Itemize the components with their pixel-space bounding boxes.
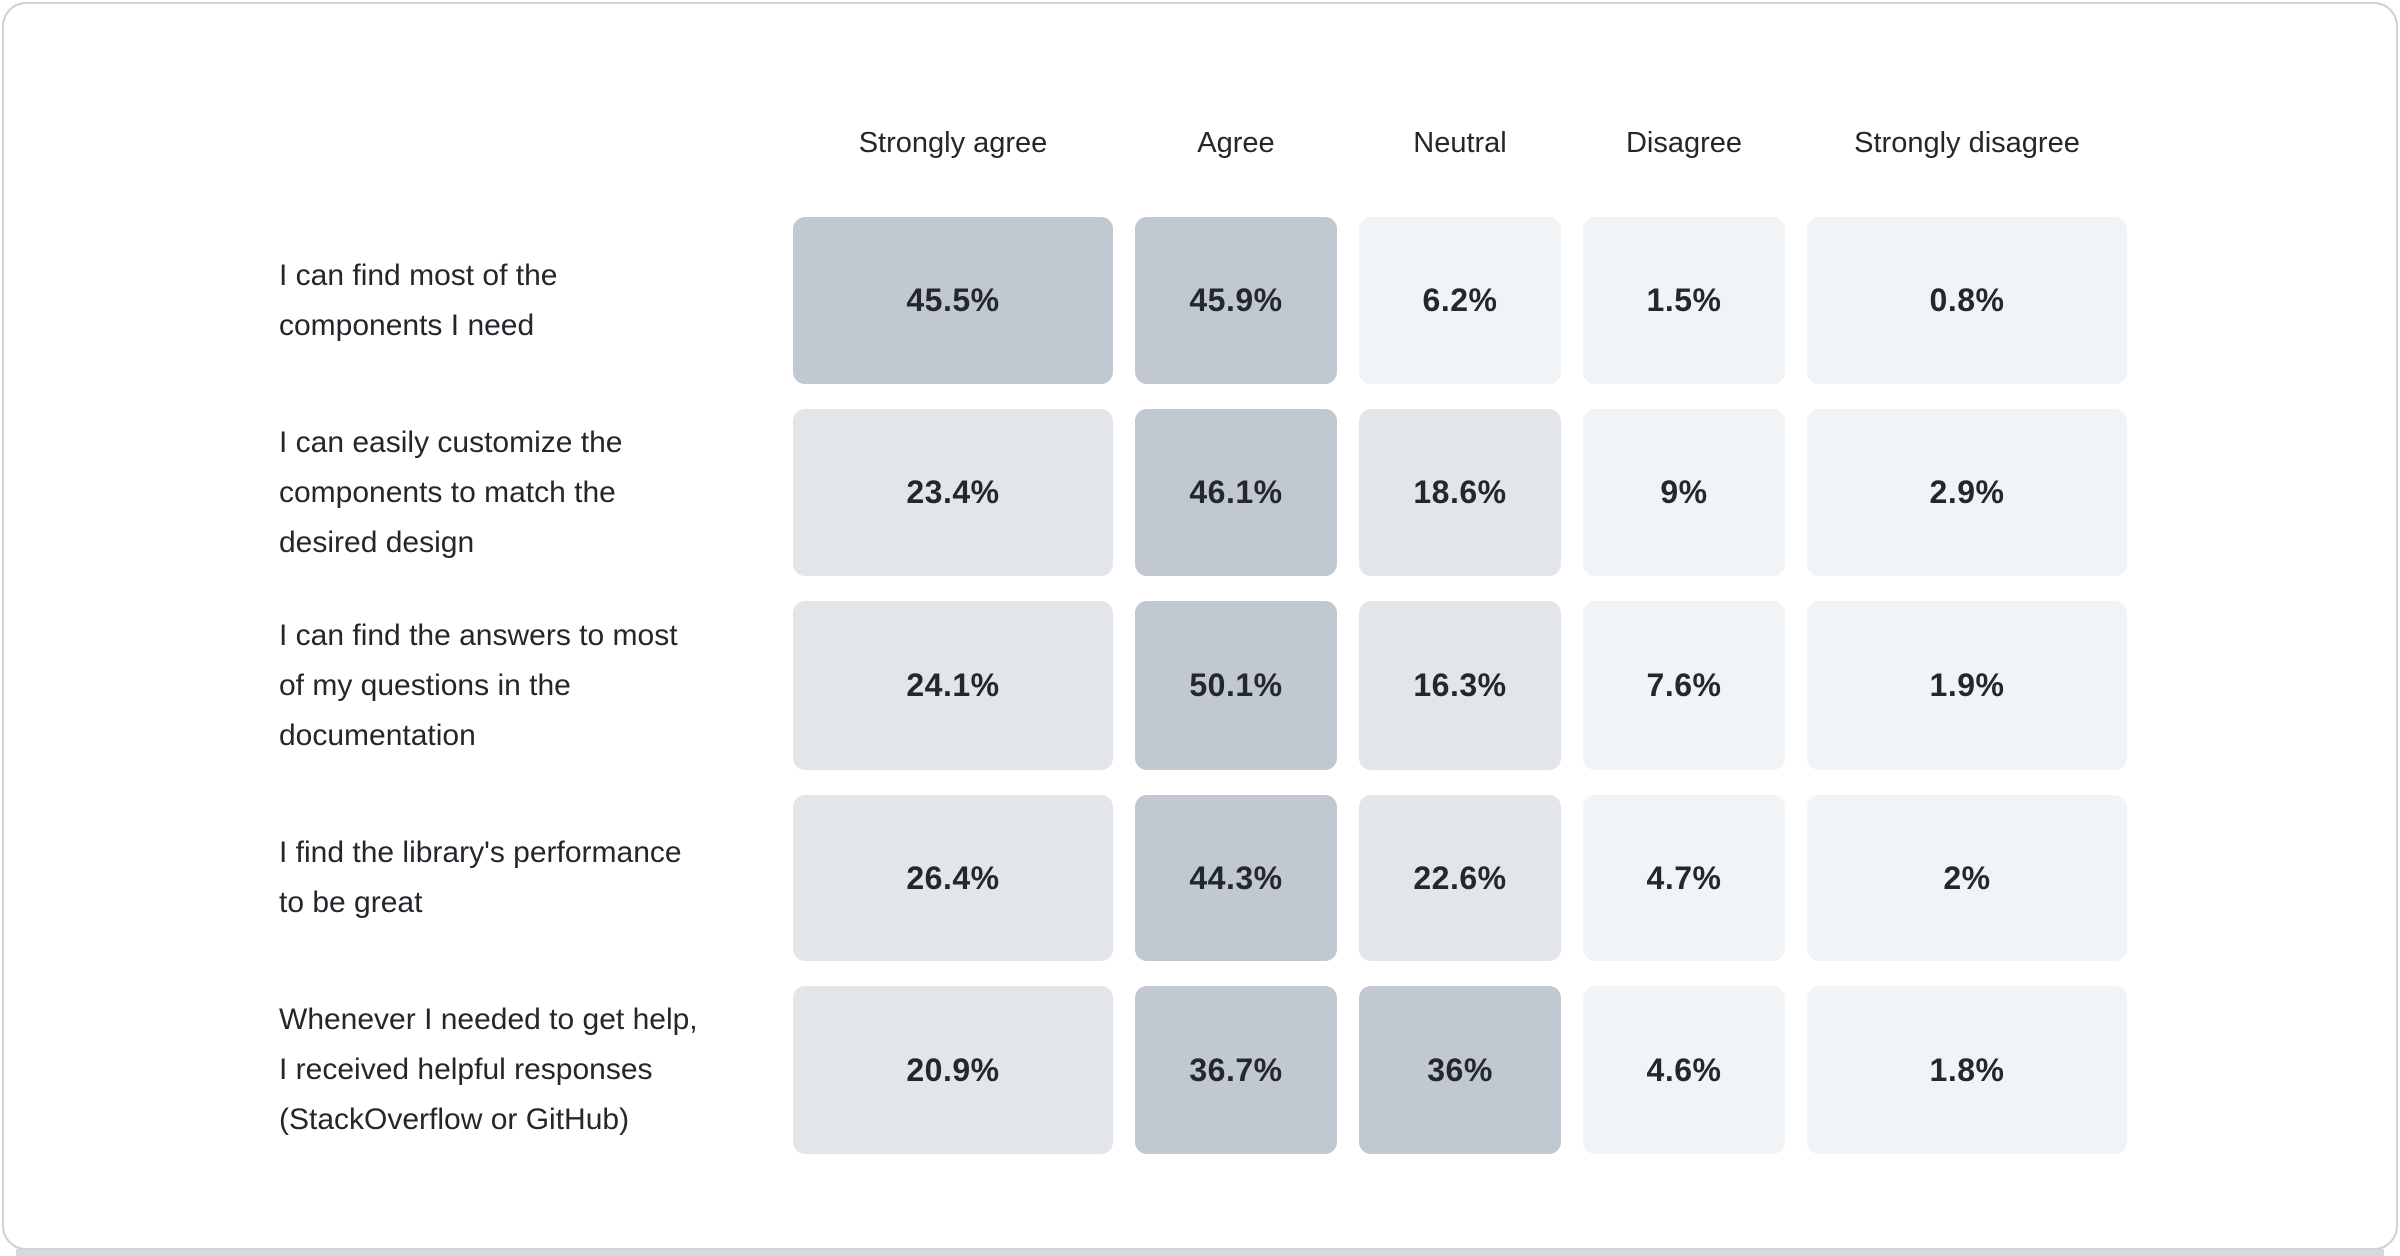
- column-header: Agree: [1197, 126, 1275, 159]
- heatmap-cell: 16.3%: [1359, 601, 1561, 770]
- cell-value: 9%: [1660, 474, 1708, 510]
- cell-value: 1.8%: [1929, 1051, 2005, 1088]
- cell-value: 2.9%: [1929, 474, 2005, 510]
- heatmap-cell: 2.9%: [1807, 409, 2127, 576]
- cell-value: 20.9%: [906, 1051, 1000, 1088]
- heatmap-cell: 46.1%: [1135, 409, 1337, 576]
- cell-value: 2%: [1943, 859, 1991, 896]
- heatmap-cell: 4.6%: [1583, 986, 1785, 1154]
- bottom-edge-bar: [16, 1249, 2384, 1256]
- cell-value: 46.1%: [1189, 474, 1283, 510]
- cell-value: 23.4%: [906, 474, 1000, 510]
- matrix-corner: [279, 94, 771, 192]
- heatmap-cell: 36.7%: [1135, 986, 1337, 1154]
- heatmap-cell: 2%: [1807, 795, 2127, 961]
- cell-value: 7.6%: [1646, 667, 1722, 703]
- heatmap-cell: 0.8%: [1807, 217, 2127, 384]
- heatmap-cell: 45.5%: [793, 217, 1113, 384]
- likert-heatmap: Strongly agree Agree Neutral Disagree Strong…: [279, 94, 2127, 1154]
- heatmap-cell: 1.5%: [1583, 217, 1785, 384]
- heatmap-cell: 50.1%: [1135, 601, 1337, 770]
- heatmap-cell: 18.6%: [1359, 409, 1561, 576]
- cell-value: 18.6%: [1413, 474, 1507, 510]
- cell-value: 44.3%: [1189, 859, 1283, 896]
- heatmap-cell: 6.2%: [1359, 217, 1561, 384]
- cell-value: 45.9%: [1189, 282, 1283, 318]
- heatmap-cell: 4.7%: [1583, 795, 1785, 961]
- cell-value: 26.4%: [906, 859, 1000, 896]
- cell-value: 1.9%: [1929, 667, 2005, 703]
- row-label: I find the library's performance to be g…: [279, 836, 682, 919]
- column-header: Neutral: [1413, 126, 1507, 159]
- cell-value: 36.7%: [1189, 1051, 1283, 1088]
- heatmap-cell: 9%: [1583, 409, 1785, 576]
- heatmap-cell: 7.6%: [1583, 601, 1785, 770]
- row-label: I can find the answers to most of my que…: [279, 618, 678, 752]
- heatmap-cell: 36%: [1359, 986, 1561, 1154]
- cell-value: 36%: [1427, 1051, 1493, 1088]
- cell-value: 22.6%: [1413, 859, 1507, 896]
- row-label: I can easily customize the components to…: [279, 425, 623, 559]
- cell-value: 24.1%: [906, 667, 1000, 703]
- column-header: Strongly agree: [858, 126, 1048, 159]
- heatmap-cell: 20.9%: [793, 986, 1113, 1154]
- column-header: Disagree: [1625, 126, 1743, 159]
- cell-value: 4.7%: [1646, 859, 1722, 896]
- cell-value: 4.6%: [1646, 1051, 1722, 1088]
- cell-value: 50.1%: [1189, 667, 1283, 703]
- cell-value: 45.5%: [906, 282, 1000, 318]
- column-header: Strongly disagree: [1854, 126, 2080, 159]
- heatmap-cell: 1.8%: [1807, 986, 2127, 1154]
- heatmap-cell: 26.4%: [793, 795, 1113, 961]
- heatmap-cell: 24.1%: [793, 601, 1113, 770]
- cell-value: 1.5%: [1646, 282, 1722, 318]
- row-label: I can find most of the components I need: [279, 258, 558, 342]
- cell-value: 6.2%: [1422, 282, 1498, 318]
- heatmap-cell: 22.6%: [1359, 795, 1561, 961]
- heatmap-cell: 45.9%: [1135, 217, 1337, 384]
- heatmap-cell: 1.9%: [1807, 601, 2127, 770]
- row-label: Whenever I needed to get help, I receive…: [279, 1003, 698, 1136]
- heatmap-cell: 44.3%: [1135, 795, 1337, 961]
- cell-value: 16.3%: [1413, 667, 1507, 703]
- heatmap-cell: 23.4%: [793, 409, 1113, 576]
- cell-value: 0.8%: [1929, 282, 2005, 318]
